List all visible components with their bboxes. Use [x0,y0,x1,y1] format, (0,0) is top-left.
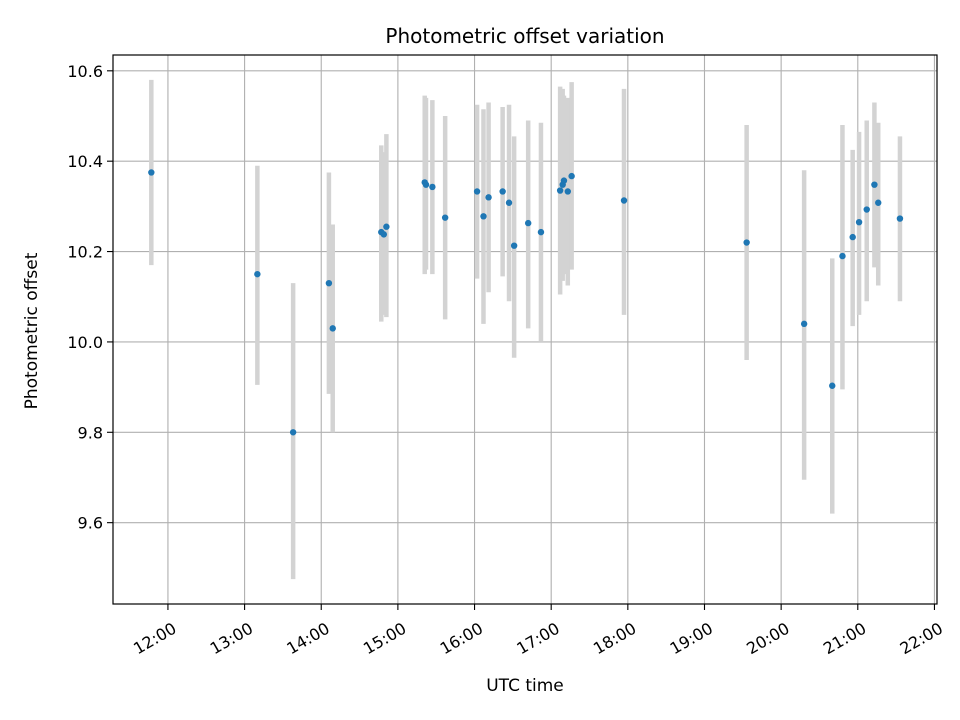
data-point [871,181,878,188]
data-point [329,325,336,332]
x-axis-label: UTC time [486,676,564,696]
data-point [383,223,390,230]
x-tick-label: 20:00 [743,619,792,659]
y-tick-label: 10.2 [67,243,103,262]
data-point [473,188,481,195]
x-tick-label: 21:00 [820,619,869,659]
x-tick-label: 18:00 [590,619,639,659]
data-point [429,183,436,191]
data-points [148,169,904,436]
x-tick-label: 17:00 [513,619,562,659]
data-point [839,252,846,260]
y-tick-label: 10.4 [67,152,103,171]
x-tick-label: 14:00 [283,619,332,659]
data-point [556,187,564,194]
data-point [896,215,904,222]
data-point [855,218,863,226]
chart-title: Photometric offset variation [385,24,664,48]
x-tick-label: 12:00 [130,619,179,659]
data-point [505,199,513,206]
data-point [863,206,870,213]
y-tick-label: 9.8 [78,423,103,442]
grid-lines [113,55,937,604]
y-axis-label: Photometric offset [22,252,42,409]
data-point [289,429,297,436]
y-tick-label: 10.6 [67,62,103,81]
data-point [510,242,518,249]
data-point [537,228,545,236]
data-point [499,188,506,195]
data-point [254,270,261,278]
data-point [849,233,856,241]
error-bars [149,79,903,580]
data-point [560,177,568,184]
data-point [568,172,575,180]
data-point [485,194,492,201]
x-tick-label: 16:00 [437,619,486,659]
data-point [325,279,333,287]
data-point [441,214,449,221]
data-point [829,382,836,389]
x-tick-label: 19:00 [667,619,716,659]
data-point [743,239,750,246]
x-tick-label: 15:00 [360,619,409,659]
data-point [148,169,155,176]
x-tick-label: 13:00 [207,619,256,659]
data-point [620,197,628,204]
y-axis-ticks: 9.6 9.8 10.0 10.2 10.4 10.6 [67,62,113,533]
data-point [564,188,571,195]
data-point [875,199,882,206]
y-tick-label: 10.0 [67,333,103,352]
y-tick-label: 9.6 [78,514,103,533]
plot-frame [112,54,938,605]
data-point [524,219,532,227]
data-point [422,181,430,188]
data-point [800,320,808,328]
x-axis-ticks: 12:00 13:00 14:00 15:00 16:00 17:00 18:00 19:00… [130,604,946,658]
data-point [380,231,388,238]
x-tick-label: 22:00 [897,619,946,659]
data-point [480,213,487,220]
